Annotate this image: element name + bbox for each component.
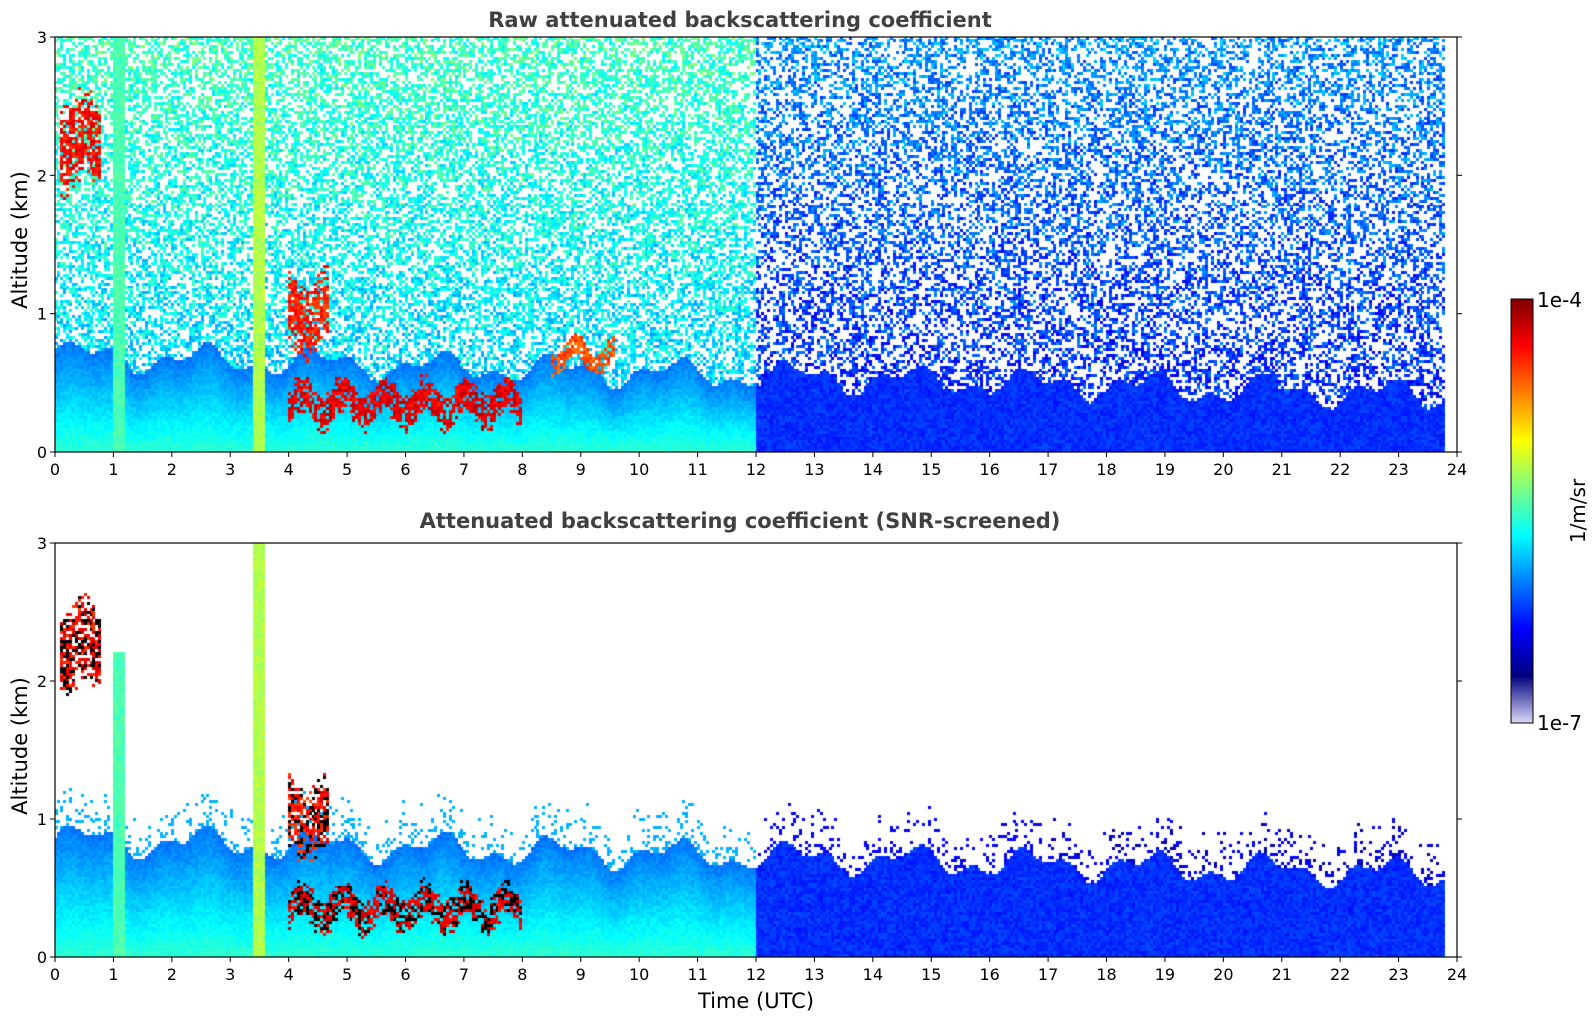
panel2-ylabel: Altitude (km) (8, 677, 32, 815)
x-tick-label: 14 (863, 965, 883, 984)
x-tick-label: 3 (225, 460, 235, 479)
colorbar-min-label: 1e-7 (1537, 711, 1582, 735)
x-tick-label: 12 (746, 965, 766, 984)
x-tick-label: 15 (921, 965, 941, 984)
colorbar: 1e-4 1e-7 1/m/sr (1510, 288, 1590, 735)
x-tick-label: 18 (1096, 965, 1116, 984)
x-tick-label: 17 (1038, 965, 1058, 984)
x-tick-label: 11 (687, 965, 707, 984)
x-tick-label: 3 (225, 965, 235, 984)
x-tick-label: 7 (459, 965, 469, 984)
x-tick-label: 16 (979, 460, 999, 479)
x-tick-label: 6 (400, 460, 410, 479)
x-tick-label: 24 (1447, 460, 1467, 479)
x-tick-label: 7 (459, 460, 469, 479)
x-tick-label: 4 (284, 965, 294, 984)
panel2-ticks: 0 1 2 3 4 5 6 7 8 9 10 11 12 13 14 15 16 17 18 19 20 21 22 23 24… (37, 534, 1467, 984)
snr-screened-panel: Attenuated backscattering coefficient (S… (8, 509, 1467, 1013)
x-tick-label: 16 (979, 965, 999, 984)
x-tick-label: 15 (921, 460, 941, 479)
y-tick-label: 0 (37, 948, 47, 967)
y-tick-label: 2 (37, 672, 47, 691)
x-tick-label: 10 (629, 965, 649, 984)
colorbar-unit-label: 1/m/sr (1566, 478, 1590, 543)
panel2-heatmap-image (55, 543, 1457, 957)
panel1-heatmap (55, 37, 1457, 452)
x-tick-label: 11 (687, 460, 707, 479)
x-tick-label: 4 (284, 460, 294, 479)
x-tick-label: 8 (517, 965, 527, 984)
x-tick-label: 20 (1213, 965, 1233, 984)
x-tick-label: 23 (1388, 965, 1408, 984)
x-tick-label: 6 (400, 965, 410, 984)
y-tick-label: 3 (37, 534, 47, 553)
panel2-title: Attenuated backscattering coefficient (S… (420, 509, 1061, 533)
y-tick-label: 1 (37, 810, 47, 829)
panel2-xlabel: Time (UTC) (697, 989, 814, 1013)
x-tick-label: 19 (1155, 965, 1175, 984)
y-tick-label: 2 (37, 166, 47, 185)
panel1-title: Raw attenuated backscattering coefficien… (488, 8, 992, 32)
x-tick-label: 2 (167, 965, 177, 984)
x-tick-label: 5 (342, 460, 352, 479)
x-tick-label: 13 (804, 965, 824, 984)
colorbar-max-label: 1e-4 (1537, 288, 1582, 312)
x-tick-label: 0 (50, 460, 60, 479)
x-tick-label: 18 (1096, 460, 1116, 479)
x-tick-label: 17 (1038, 460, 1058, 479)
panel1-heatmap-image (55, 37, 1457, 452)
x-tick-label: 1 (108, 965, 118, 984)
x-tick-label: 22 (1330, 965, 1350, 984)
panel2-heatmap (55, 543, 1457, 957)
x-tick-label: 23 (1388, 460, 1408, 479)
x-tick-label: 13 (804, 460, 824, 479)
x-tick-label: 20 (1213, 460, 1233, 479)
x-tick-label: 14 (863, 460, 883, 479)
x-tick-label: 0 (50, 965, 60, 984)
colorbar-gradient (1510, 298, 1534, 724)
x-tick-label: 9 (576, 460, 586, 479)
x-tick-label: 8 (517, 460, 527, 479)
x-tick-label: 9 (576, 965, 586, 984)
x-tick-label: 5 (342, 965, 352, 984)
y-tick-label: 3 (37, 28, 47, 47)
panel1-ticks: 0 1 2 3 4 5 6 7 8 9 10 11 12 13 14 15 16 17 18 19 20 21 22 23 24… (37, 28, 1467, 479)
x-tick-label: 21 (1272, 460, 1292, 479)
x-tick-label: 24 (1447, 965, 1467, 984)
y-tick-label: 1 (37, 305, 47, 324)
panel1-ylabel: Altitude (km) (8, 171, 32, 309)
x-tick-label: 12 (746, 460, 766, 479)
x-tick-label: 21 (1272, 965, 1292, 984)
x-tick-label: 19 (1155, 460, 1175, 479)
x-tick-label: 10 (629, 460, 649, 479)
x-tick-label: 22 (1330, 460, 1350, 479)
y-tick-label: 0 (37, 443, 47, 462)
x-tick-label: 2 (167, 460, 177, 479)
x-tick-label: 1 (108, 460, 118, 479)
raw-backscatter-panel: Raw attenuated backscattering coefficien… (8, 8, 1467, 479)
